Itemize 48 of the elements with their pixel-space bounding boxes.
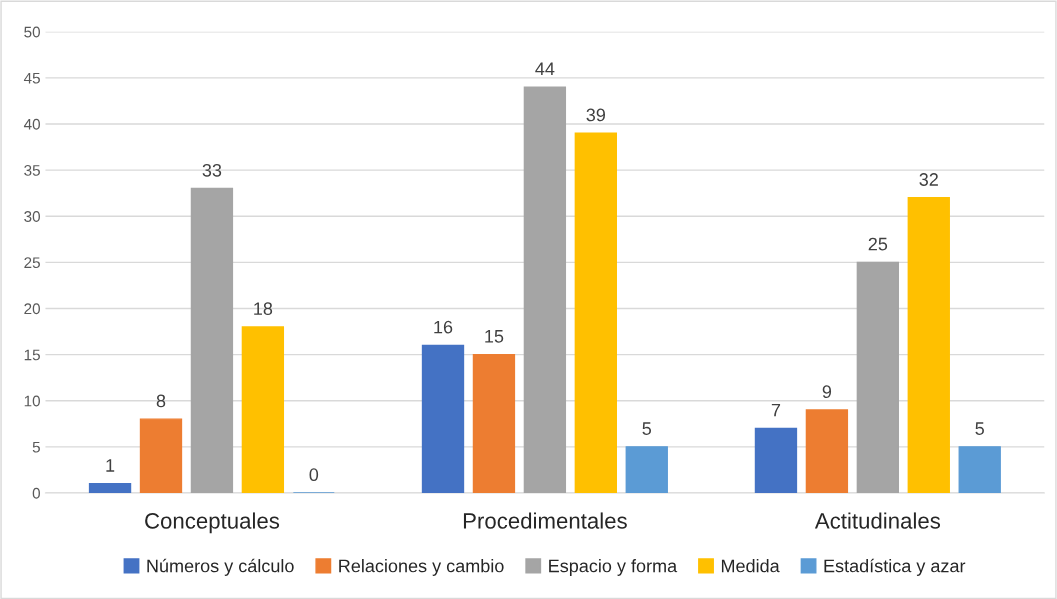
x-tick-label: Actitudinales xyxy=(814,512,941,529)
bar xyxy=(139,418,183,493)
legend-label: Relaciones y cambio xyxy=(339,559,504,576)
data-label: 7 xyxy=(771,403,781,417)
x-tick-label: Procedimentales xyxy=(463,512,627,529)
bar xyxy=(754,427,798,493)
bar xyxy=(523,86,567,493)
y-tick-label: 25 xyxy=(24,257,40,269)
y-tick-label: 30 xyxy=(24,211,40,222)
data-label: 44 xyxy=(535,62,555,76)
data-label: 5 xyxy=(975,422,984,435)
y-tick-label: 15 xyxy=(24,349,40,361)
data-label: 32 xyxy=(919,173,938,186)
y-tick-label: 0 xyxy=(32,487,40,499)
y-tick-label: 40 xyxy=(23,118,40,130)
x-tick-label: Conceptuales xyxy=(145,512,280,534)
legend-label: Espacio y forma xyxy=(549,559,678,576)
y-tick-label: 10 xyxy=(24,395,40,407)
bar xyxy=(241,326,285,493)
data-label: 9 xyxy=(822,385,832,399)
legend-label: Medida xyxy=(721,559,780,573)
bar xyxy=(574,132,617,493)
y-tick-label: 5 xyxy=(32,441,40,453)
bar xyxy=(88,483,132,493)
y-tick-label: 35 xyxy=(24,164,40,176)
data-label: 5 xyxy=(642,422,652,435)
bar xyxy=(190,187,234,493)
bar xyxy=(958,446,1001,493)
bar xyxy=(421,344,465,493)
bar xyxy=(805,409,849,493)
y-tick-label: 20 xyxy=(24,303,40,315)
y-tick-label: 50 xyxy=(24,26,40,38)
data-label: 33 xyxy=(202,163,222,177)
data-label: 39 xyxy=(586,108,606,122)
bar xyxy=(907,197,950,493)
bar xyxy=(856,261,900,493)
data-label: 25 xyxy=(868,237,888,251)
data-label: 16 xyxy=(434,320,453,334)
data-label: 8 xyxy=(156,394,166,408)
data-label: 0 xyxy=(309,468,319,482)
data-label: 15 xyxy=(485,330,504,343)
legend-label: Números y cálculo xyxy=(147,558,294,576)
data-label: 1 xyxy=(106,459,115,472)
y-tick-label: 45 xyxy=(23,72,40,84)
bar xyxy=(472,353,516,493)
legend-label: Estadística y azar xyxy=(824,558,966,576)
bar xyxy=(625,446,668,493)
data-label: 18 xyxy=(254,302,273,316)
